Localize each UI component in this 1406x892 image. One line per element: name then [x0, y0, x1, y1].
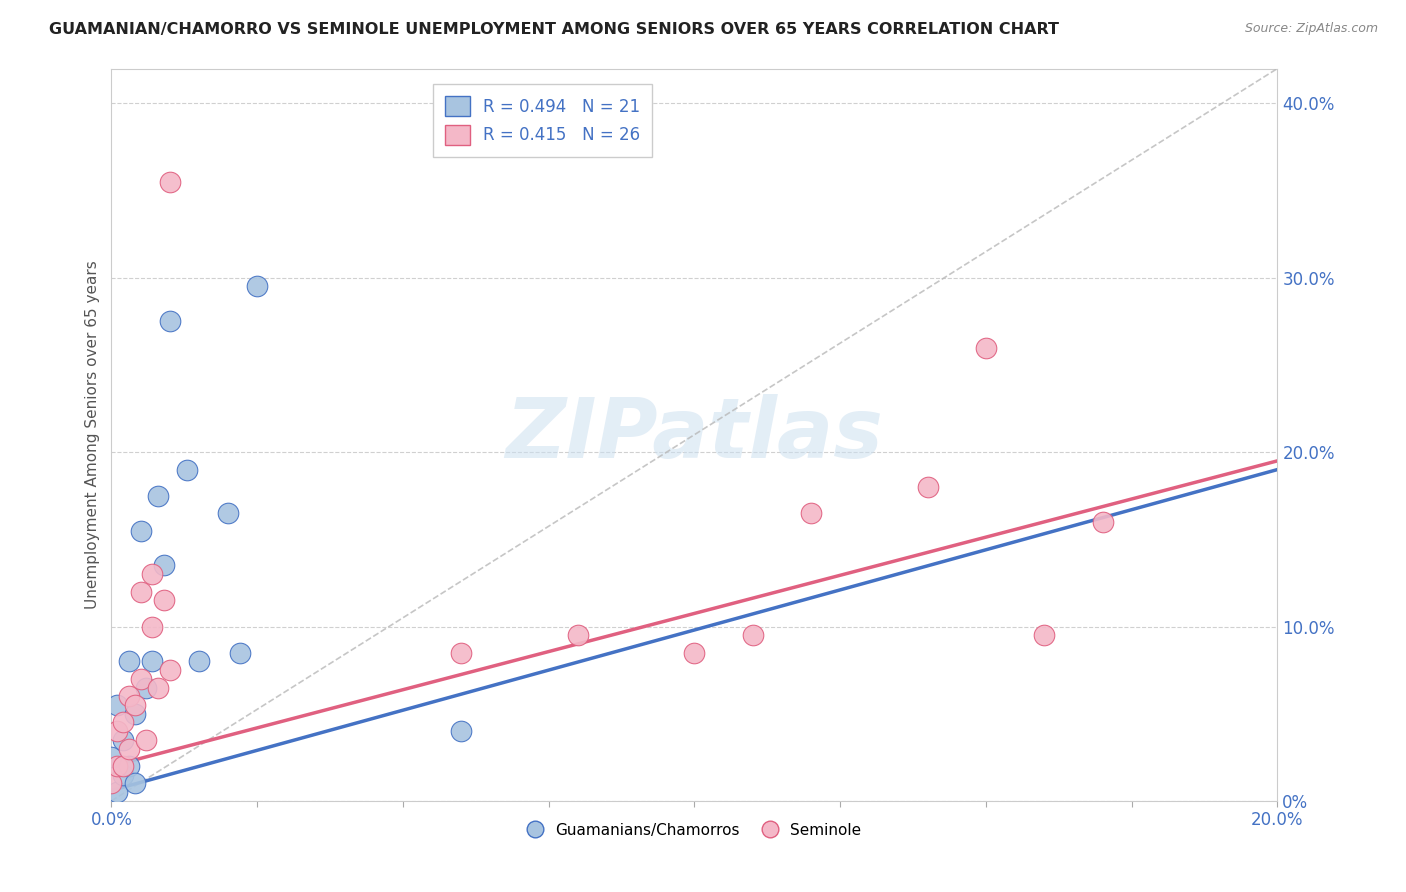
Point — [450, 646, 472, 660]
Point — [153, 558, 176, 573]
Point — [800, 506, 823, 520]
Point — [105, 759, 128, 773]
Point — [135, 732, 157, 747]
Point — [917, 480, 939, 494]
Point — [112, 732, 135, 747]
Point — [105, 724, 128, 739]
Point — [129, 584, 152, 599]
Point — [118, 759, 141, 773]
Point — [974, 341, 997, 355]
Point — [112, 768, 135, 782]
Point — [124, 698, 146, 712]
Point — [118, 654, 141, 668]
Point — [141, 654, 163, 668]
Point — [187, 654, 209, 668]
Point — [153, 593, 176, 607]
Point — [118, 741, 141, 756]
Point — [100, 776, 122, 790]
Point — [217, 506, 239, 520]
Point — [112, 715, 135, 730]
Point — [1091, 515, 1114, 529]
Point — [246, 279, 269, 293]
Point — [112, 759, 135, 773]
Point — [146, 681, 169, 695]
Legend: Guamanians/Chamorros, Seminole: Guamanians/Chamorros, Seminole — [522, 817, 868, 845]
Point — [228, 646, 250, 660]
Point — [146, 489, 169, 503]
Point — [124, 706, 146, 721]
Point — [450, 724, 472, 739]
Point — [129, 672, 152, 686]
Point — [1033, 628, 1056, 642]
Text: GUAMANIAN/CHAMORRO VS SEMINOLE UNEMPLOYMENT AMONG SENIORS OVER 65 YEARS CORRELAT: GUAMANIAN/CHAMORRO VS SEMINOLE UNEMPLOYM… — [49, 22, 1059, 37]
Y-axis label: Unemployment Among Seniors over 65 years: Unemployment Among Seniors over 65 years — [86, 260, 100, 609]
Point — [118, 690, 141, 704]
Text: ZIPatlas: ZIPatlas — [506, 394, 883, 475]
Point — [129, 524, 152, 538]
Point — [124, 776, 146, 790]
Point — [159, 314, 181, 328]
Point — [567, 628, 589, 642]
Point — [741, 628, 763, 642]
Point — [105, 785, 128, 799]
Point — [159, 663, 181, 677]
Point — [141, 567, 163, 582]
Point — [100, 750, 122, 764]
Point — [159, 175, 181, 189]
Text: Source: ZipAtlas.com: Source: ZipAtlas.com — [1244, 22, 1378, 36]
Point — [683, 646, 706, 660]
Point — [141, 619, 163, 633]
Point — [135, 681, 157, 695]
Point — [176, 462, 198, 476]
Point — [105, 698, 128, 712]
